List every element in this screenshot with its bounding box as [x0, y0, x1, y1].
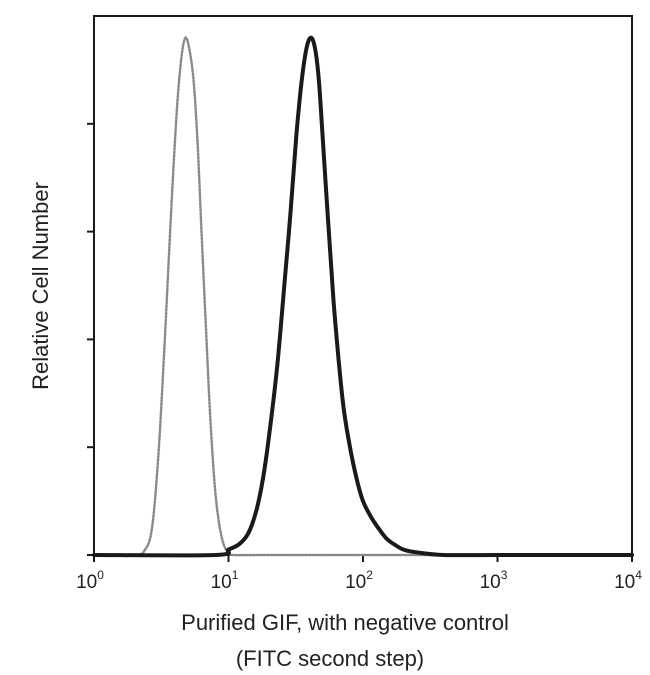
series-layer: [92, 35, 634, 558]
x-tick-label-4: 104: [614, 568, 642, 593]
negative-control-curve: [92, 36, 634, 557]
x-tick-label-1: 101: [211, 568, 239, 593]
x-tick-label-2: 102: [345, 568, 373, 593]
y-axis-ticks: [87, 122, 94, 556]
x-axis-title-line1: Purified GIF, with negative control: [181, 610, 509, 635]
y-axis-title: Relative Cell Number: [28, 182, 53, 390]
plot-frame: [93, 15, 633, 556]
x-axis-ticks: 100 101 102 103 104: [76, 555, 642, 593]
x-axis-title-line2: (FITC second step): [236, 646, 424, 671]
x-tick-label-3: 103: [480, 568, 508, 593]
sample-curve: [92, 35, 634, 558]
x-tick-label-0: 100: [76, 568, 104, 593]
